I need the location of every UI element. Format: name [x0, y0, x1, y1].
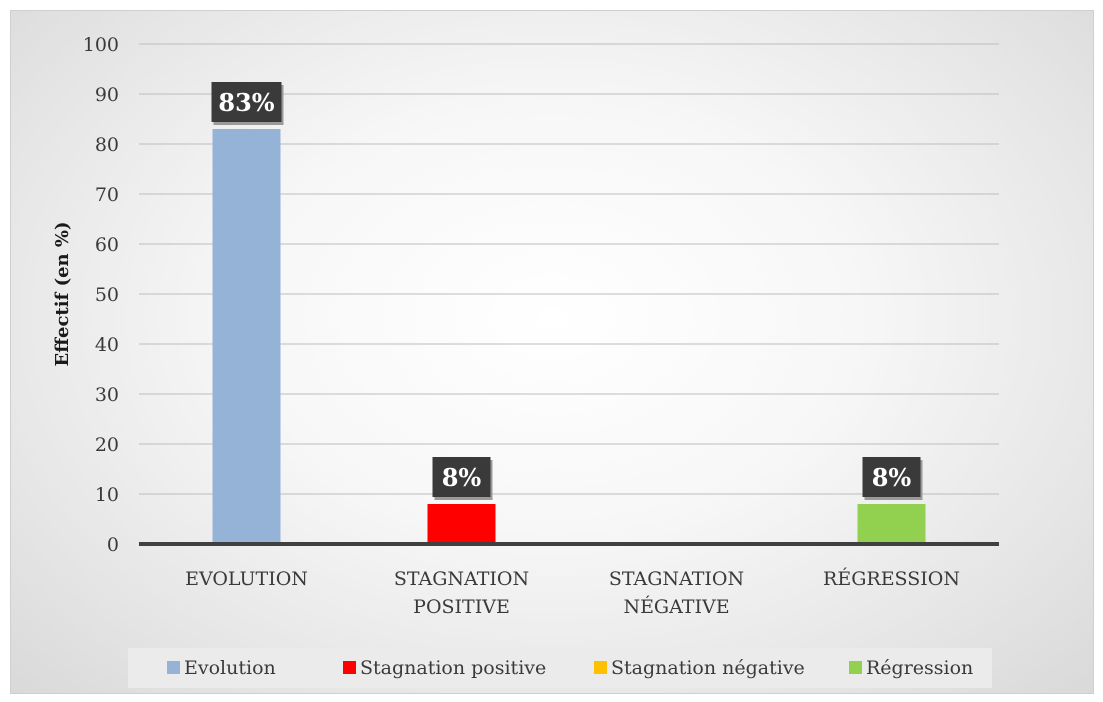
category-label: STAGNATION	[609, 568, 744, 590]
y-tick-label: 90	[95, 84, 119, 106]
y-axis-label: Effectif (en %)	[52, 221, 73, 366]
data-label: 8%	[442, 463, 482, 492]
legend-label: Régression	[866, 657, 973, 679]
legend-box	[128, 648, 992, 688]
legend-swatch	[343, 661, 356, 674]
data-label: 8%	[872, 463, 912, 492]
y-tick-label: 30	[95, 384, 119, 406]
category-label: POSITIVE	[413, 596, 510, 618]
y-tick-label: 10	[95, 484, 119, 506]
y-tick-label: 0	[107, 534, 119, 556]
data-label-box	[862, 457, 921, 497]
legend-label: Stagnation négative	[611, 657, 805, 679]
category-label: NÉGATIVE	[623, 595, 729, 618]
data-label: 83%	[218, 88, 274, 117]
y-tick-label: 40	[95, 334, 119, 356]
category-label: STAGNATION	[394, 568, 529, 590]
category-label: RÉGRESSION	[823, 567, 960, 590]
chart-area: 0 10 20 30 40 50 60 70 80 90 100 Effectif (en %) EVO…	[10, 10, 1094, 694]
bar	[857, 504, 926, 544]
bar	[427, 504, 496, 544]
y-tick-label: 100	[83, 34, 119, 56]
bar-chart: 0 10 20 30 40 50 60 70 80 90 100 Effectif (en %) EVO…	[52, 34, 999, 688]
legend-label: Stagnation positive	[360, 657, 546, 679]
data-label-box	[432, 457, 491, 497]
y-tick-label: 70	[95, 184, 119, 206]
y-tick-label: 50	[95, 284, 119, 306]
y-tick-label: 60	[95, 234, 119, 256]
legend-swatch	[167, 661, 180, 674]
data-label-box	[211, 82, 282, 122]
legend-swatch	[594, 661, 607, 674]
legend-label: Evolution	[184, 657, 276, 679]
y-tick-label: 80	[95, 134, 119, 156]
legend-swatch	[849, 661, 862, 674]
bar	[212, 129, 281, 544]
category-label: EVOLUTION	[185, 568, 308, 590]
y-tick-label: 20	[95, 434, 119, 456]
